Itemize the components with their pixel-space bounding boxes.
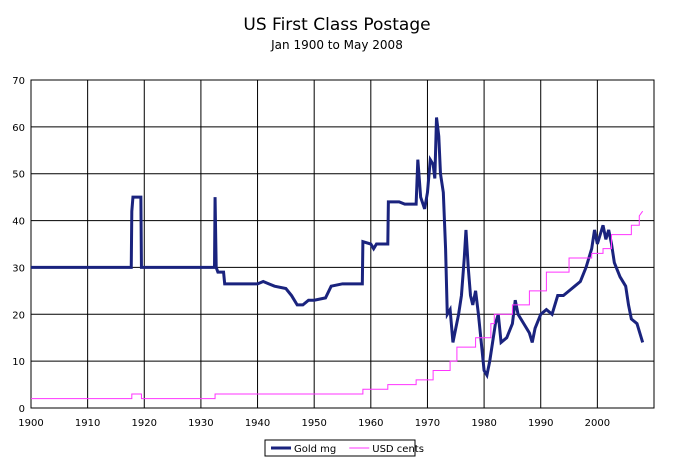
x-tick-label: 1980 [471,418,496,429]
x-tick-label: 2000 [585,418,610,429]
x-tick-label: 1950 [301,418,326,429]
chart-title: US First Class Postage [243,15,430,35]
y-tick-label: 70 [12,76,25,87]
y-tick-label: 0 [19,404,25,415]
y-tick-label: 30 [12,263,25,274]
legend-label: USD cents [372,444,424,455]
x-tick-label: 1910 [75,418,100,429]
x-tick-label: 1960 [358,418,383,429]
x-tick-label: 1940 [245,418,270,429]
y-tick-label: 20 [12,310,25,321]
legend-box [264,439,416,457]
series-line [31,210,644,400]
y-tick-label: 60 [12,123,25,134]
x-tick-label: 1930 [188,418,213,429]
legend-label: Gold mg [294,444,336,455]
plot-border [30,79,655,409]
x-tick-label: 1970 [415,418,440,429]
y-tick-label: 50 [12,170,25,181]
x-tick-label: 1990 [528,418,553,429]
y-tick-label: 10 [12,357,25,368]
series-line [31,117,645,380]
x-tick-label: 1920 [132,418,157,429]
y-tick-label: 40 [12,217,25,228]
chart-subtitle: Jan 1900 to May 2008 [270,38,403,52]
x-tick-label: 1900 [18,418,43,429]
